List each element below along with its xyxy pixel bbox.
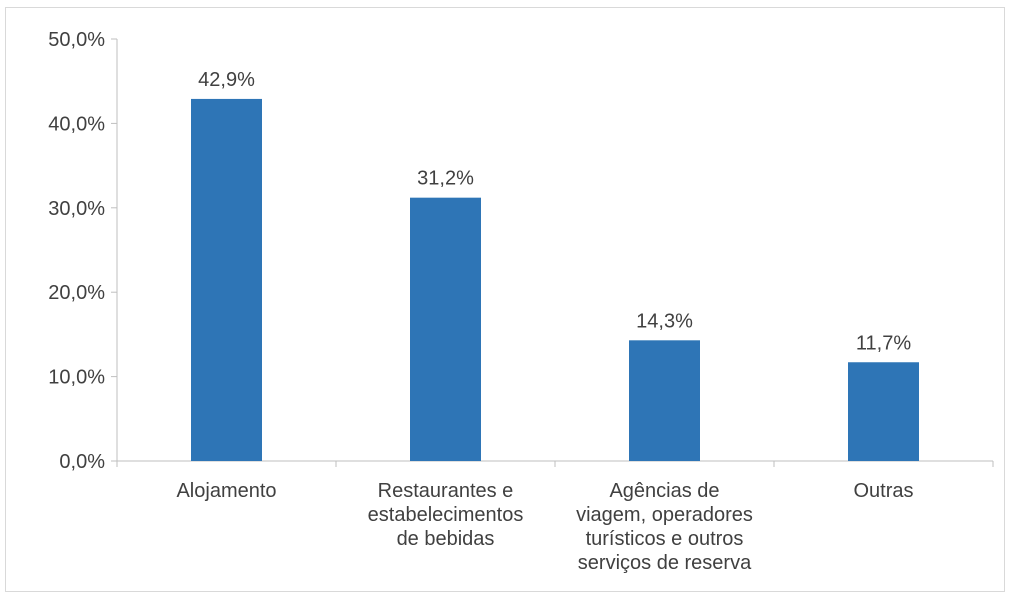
y-tick-label: 0,0%: [59, 451, 105, 473]
category-label: de bebidas: [397, 528, 495, 550]
bar: [191, 98, 262, 461]
bars: [191, 98, 919, 461]
category-label: Alojamento: [176, 480, 276, 502]
data-label: 14,3%: [636, 310, 693, 332]
bar: [848, 362, 919, 461]
data-label: 31,2%: [417, 168, 474, 190]
y-tick-label: 40,0%: [48, 113, 105, 135]
x-axis: [116, 460, 994, 467]
bar: [410, 197, 481, 461]
category-label: turísticos e outros: [586, 528, 744, 550]
category-label: Outras: [853, 480, 913, 502]
y-tick-label: 10,0%: [48, 367, 105, 389]
category-label: viagem, operadores: [576, 504, 753, 526]
category-label: estabelecimentos: [368, 504, 524, 526]
chart-frame: [5, 7, 1005, 592]
bar: [629, 340, 700, 461]
category-labels: Alojamento Restaurantes eestabelecimentos…: [176, 480, 913, 574]
category-label: Agências de: [609, 480, 719, 502]
data-label: 11,7%: [856, 332, 911, 354]
data-labels: 42,9% 31,2% 14,3% 11,7%: [198, 69, 911, 354]
category-label: serviços de reserva: [578, 552, 752, 574]
y-tick-label: 50,0%: [48, 29, 105, 51]
category-label: Restaurantes e: [378, 480, 514, 502]
y-tick-label: 20,0%: [48, 282, 105, 304]
y-axis: 0,0% 10,0% 20,0% 30,0% 40,0% 50,0%: [48, 29, 118, 473]
data-label: 42,9%: [198, 69, 255, 91]
y-tick-label: 30,0%: [48, 198, 105, 220]
